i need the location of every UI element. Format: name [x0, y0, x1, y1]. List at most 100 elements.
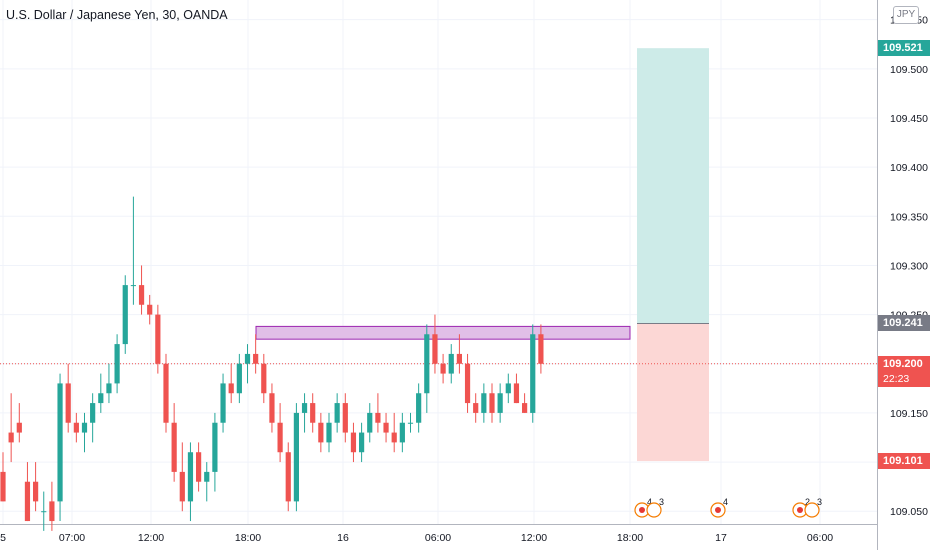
price-label: 109.101 [878, 453, 930, 470]
countdown-label: 22:23 [878, 370, 930, 387]
candle-body[interactable] [16, 422, 22, 433]
position-profit-zone [637, 48, 709, 324]
y-tick-label: 109.450 [890, 113, 928, 125]
candle-body[interactable] [301, 403, 308, 413]
candle-body[interactable] [253, 353, 259, 364]
candle-body[interactable] [481, 393, 487, 413]
candle-body[interactable] [530, 334, 536, 413]
candle-body[interactable] [359, 432, 365, 453]
candle-body[interactable] [342, 403, 348, 433]
price-label: 109.241 [878, 315, 930, 332]
candle-body[interactable] [228, 383, 234, 394]
candle-body[interactable] [505, 383, 511, 394]
x-tick-label: 18:00 [617, 532, 643, 544]
position-stop-zone [637, 323, 709, 462]
candle-body[interactable] [57, 383, 63, 502]
candle-body[interactable] [138, 285, 145, 305]
candle-body[interactable] [383, 422, 389, 433]
candle-body[interactable] [187, 452, 194, 502]
x-tick-label: 12:00 [138, 532, 164, 544]
y-tick-label: 109.050 [890, 506, 928, 518]
candle-body[interactable] [122, 285, 128, 345]
candle-body[interactable] [456, 353, 462, 364]
candle-body[interactable] [147, 304, 153, 315]
candle-body[interactable] [0, 471, 6, 502]
candle-body[interactable] [334, 403, 340, 423]
candle-body[interactable] [98, 393, 104, 404]
candle-body[interactable] [24, 481, 31, 522]
x-tick-label: 16 [337, 532, 349, 544]
symbol-title: U.S. Dollar / Japanese Yen, 30, OANDA [6, 8, 228, 22]
candle-body[interactable] [269, 393, 275, 423]
candle-body[interactable] [489, 393, 495, 413]
candle-body[interactable] [41, 511, 47, 513]
candle-body[interactable] [399, 422, 405, 443]
candle-body[interactable] [155, 314, 161, 364]
x-tick-label: 06:00 [807, 532, 833, 544]
candle-body[interactable] [114, 344, 120, 384]
candle-body[interactable] [293, 412, 299, 502]
candle-body[interactable] [318, 422, 324, 443]
event-count: 3 [659, 497, 664, 507]
candle-body[interactable] [391, 432, 397, 443]
candle-body[interactable] [212, 422, 218, 472]
candle-body[interactable] [196, 452, 202, 482]
candle-body[interactable] [244, 353, 251, 364]
candle-body[interactable] [497, 393, 503, 413]
candle-body[interactable] [416, 393, 422, 423]
y-tick-label: 109.500 [890, 64, 928, 76]
candle-body[interactable] [130, 285, 136, 287]
currency-button[interactable]: JPY [893, 6, 919, 24]
candle-body[interactable] [440, 363, 446, 374]
candle-body[interactable] [179, 471, 185, 502]
candle-body[interactable] [236, 363, 242, 394]
event-count: 4 [647, 497, 652, 507]
economic-event-icon[interactable] [804, 502, 820, 518]
y-tick-label: 109.350 [890, 211, 928, 223]
candle-body[interactable] [538, 334, 544, 364]
y-tick-label: 109.150 [890, 408, 928, 420]
x-tick-label: 17 [715, 532, 727, 544]
price-label: 109.521 [878, 40, 930, 57]
candle-body[interactable] [33, 481, 39, 502]
candle-body[interactable] [522, 403, 528, 413]
candle-body[interactable] [204, 471, 210, 482]
event-count: 3 [817, 497, 822, 507]
candle-body[interactable] [49, 501, 55, 522]
x-tick-label: 12:00 [521, 532, 547, 544]
economic-event-icon[interactable] [646, 502, 662, 518]
candle-body[interactable] [163, 363, 169, 423]
candle-body[interactable] [375, 412, 381, 423]
candle-body[interactable] [513, 383, 520, 404]
candle-body[interactable] [464, 363, 471, 404]
candle-body[interactable] [65, 383, 71, 423]
candle-body[interactable] [367, 412, 373, 433]
range-rectangle[interactable] [255, 325, 631, 340]
event-flag-icon [797, 507, 803, 513]
x-tick-label: 07:00 [59, 532, 85, 544]
candle-body[interactable] [8, 432, 14, 443]
x-tick-label: 5 [0, 532, 6, 544]
candle-body[interactable] [106, 383, 112, 394]
candle-body[interactable] [261, 363, 267, 394]
candle-body[interactable] [432, 334, 438, 364]
candle-body[interactable] [73, 422, 79, 433]
candle-body[interactable] [171, 422, 177, 472]
event-flag-icon [639, 507, 645, 513]
candle-body[interactable] [424, 334, 430, 394]
candle-body[interactable] [285, 452, 291, 502]
y-tick-label: 109.400 [890, 162, 928, 174]
candle-body[interactable] [310, 403, 316, 423]
candle-body[interactable] [220, 383, 226, 423]
candle-body[interactable] [81, 422, 88, 433]
candle-body[interactable] [277, 422, 283, 453]
candle-body[interactable] [350, 432, 357, 453]
candle-body[interactable] [407, 422, 414, 424]
candle-body[interactable] [326, 422, 332, 443]
candle-body[interactable] [90, 403, 96, 423]
price-label: 109.200 [878, 355, 930, 372]
candle-body[interactable] [448, 353, 454, 374]
candle-body[interactable] [473, 403, 479, 413]
